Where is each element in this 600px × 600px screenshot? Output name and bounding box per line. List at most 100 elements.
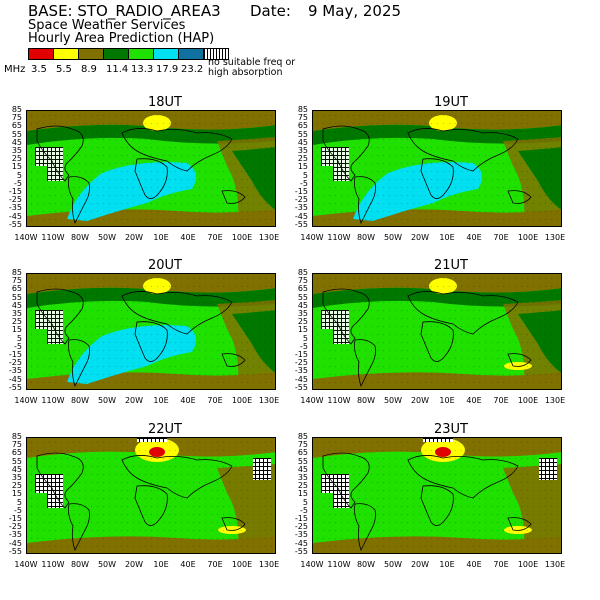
frequency-map (27, 274, 275, 389)
panel-title: 19UT (434, 95, 468, 110)
lat-tick-label: 55 (11, 456, 22, 466)
lon-tick-label: 130E (258, 396, 280, 405)
lat-tick-label: 25 (297, 154, 308, 164)
legend-swatch (103, 48, 129, 60)
lon-tick-label: 70E (493, 233, 509, 242)
lon-tick-label: 20W (410, 233, 430, 242)
lat-tick-label: 85 (11, 268, 22, 277)
lon-tick-label: 20W (124, 233, 144, 242)
panel-title: 18UT (148, 95, 182, 110)
lon-tick-label: 110W (41, 233, 65, 242)
lon-tick-label: 70E (207, 396, 223, 405)
panel-title: 23UT (434, 422, 468, 437)
lon-tick-label: 40E (466, 233, 482, 242)
map-panel: 19UT 85 75 65 55 45 35 25 15 5 -5 -15 -25 -35 -45 -55 14… (286, 95, 586, 260)
lon-tick-label: 80W (70, 560, 90, 569)
lat-tick-label: 85 (11, 432, 22, 441)
lat-tick-label: 65 (297, 284, 308, 294)
lat-tick-label: 45 (11, 137, 22, 147)
lon-tick-label: 50W (383, 233, 403, 242)
frequency-map (313, 274, 561, 389)
lat-tick-label: 25 (11, 154, 22, 164)
lat-tick-label: 65 (11, 284, 22, 294)
lat-tick-label: 5 (302, 170, 308, 180)
lat-tick-label: 55 (297, 129, 308, 139)
map-panel: 20UT 85 75 65 55 45 35 25 15 5 -5 -15 -25 -35 -45 -55 14… (0, 258, 300, 423)
lat-tick-label: 5 (302, 333, 308, 343)
lon-tick-label: 100E (231, 396, 253, 405)
lat-tick-label: -5 (14, 178, 22, 188)
legend-swatch-no-suitable (203, 48, 229, 60)
lon-tick-label: 40E (180, 396, 196, 405)
lat-tick-label: -35 (294, 530, 308, 540)
legend-swatch (128, 48, 154, 60)
legend-no-suitable-label: no suitable freq or high absorption (208, 57, 296, 78)
lat-tick-label: -5 (300, 178, 308, 188)
legend-value: 3.5 (31, 64, 47, 75)
lon-tick-label: 50W (383, 396, 403, 405)
lat-tick-label: -35 (8, 203, 22, 213)
panel-title: 21UT (434, 258, 468, 273)
lon-tick-label: 50W (97, 396, 117, 405)
lat-tick-label: 55 (11, 292, 22, 302)
legend-value: 13.3 (131, 64, 154, 75)
lon-tick-label: 10E (439, 233, 455, 242)
legend-value: 23.2 (181, 64, 204, 75)
lon-tick-label: 10E (439, 396, 455, 405)
lon-tick-label: 140W (300, 396, 324, 405)
lat-tick-label: -35 (294, 366, 308, 376)
lon-tick-label: 80W (70, 396, 90, 405)
lon-tick-label: 110W (327, 560, 351, 569)
map-panel: 18UT 85 75 65 55 45 35 25 15 5 -5 -15 -25 -35 -45 -55 14… (0, 95, 300, 260)
base-title: BASE: STO_RADIO_AREA3 (28, 2, 221, 20)
lat-tick-label: 5 (16, 497, 22, 507)
lat-tick-label: -25 (8, 358, 22, 368)
lat-tick-label: 35 (297, 473, 308, 482)
lat-tick-label: 55 (297, 456, 308, 466)
lon-tick-label: 80W (356, 560, 376, 569)
lat-tick-label: 75 (11, 276, 22, 286)
lat-tick-label: -45 (294, 374, 308, 384)
lon-tick-label: 140W (14, 560, 38, 569)
legend-value: 11.4 (106, 64, 129, 75)
map-frame (312, 437, 562, 554)
lat-tick-label: 45 (297, 300, 308, 310)
legend-value: 5.5 (56, 64, 72, 75)
lon-tick-label: 10E (153, 560, 169, 569)
map-frame (312, 273, 562, 390)
lon-tick-label: 110W (41, 560, 65, 569)
lat-tick-label: -15 (294, 187, 308, 196)
lon-tick-label: 130E (258, 560, 280, 569)
lat-tick-label: 45 (11, 464, 22, 474)
lon-tick-label: 80W (70, 233, 90, 242)
legend-swatch (78, 48, 104, 60)
lon-tick-label: 80W (356, 396, 376, 405)
lat-tick-label: 5 (16, 333, 22, 343)
map-panel: 22UT 85 75 65 55 45 35 25 15 5 -5 -15 -25 -35 -45 -55 14… (0, 422, 300, 587)
lat-tick-label: -15 (8, 350, 22, 359)
map-panel: 21UT 85 75 65 55 45 35 25 15 5 -5 -15 -25 -35 -45 -55 14… (286, 258, 586, 423)
lon-tick-label: 140W (300, 233, 324, 242)
lat-tick-label: 85 (11, 105, 22, 114)
lat-tick-label: 75 (11, 113, 22, 123)
lon-tick-label: 50W (97, 560, 117, 569)
lat-tick-label: 15 (297, 489, 308, 499)
lon-tick-label: 130E (544, 560, 566, 569)
lat-tick-label: 35 (11, 146, 22, 155)
lat-tick-label: -45 (8, 374, 22, 384)
lat-tick-label: -55 (294, 546, 308, 556)
legend-swatch (153, 48, 179, 60)
map-panel: 23UT 85 75 65 55 45 35 25 15 5 -5 -15 -25 -35 -45 -55 14… (286, 422, 586, 587)
lon-tick-label: 100E (231, 560, 253, 569)
lat-tick-label: 75 (297, 440, 308, 450)
lat-tick-label: -5 (300, 341, 308, 351)
lat-tick-label: 65 (297, 121, 308, 131)
map-frame (26, 437, 276, 554)
lat-tick-label: -55 (294, 219, 308, 229)
lat-tick-label: -5 (14, 341, 22, 351)
lat-tick-label: -15 (294, 514, 308, 523)
lon-tick-label: 40E (180, 233, 196, 242)
lat-tick-label: -35 (8, 530, 22, 540)
lon-tick-label: 20W (410, 396, 430, 405)
lat-tick-label: -55 (8, 219, 22, 229)
